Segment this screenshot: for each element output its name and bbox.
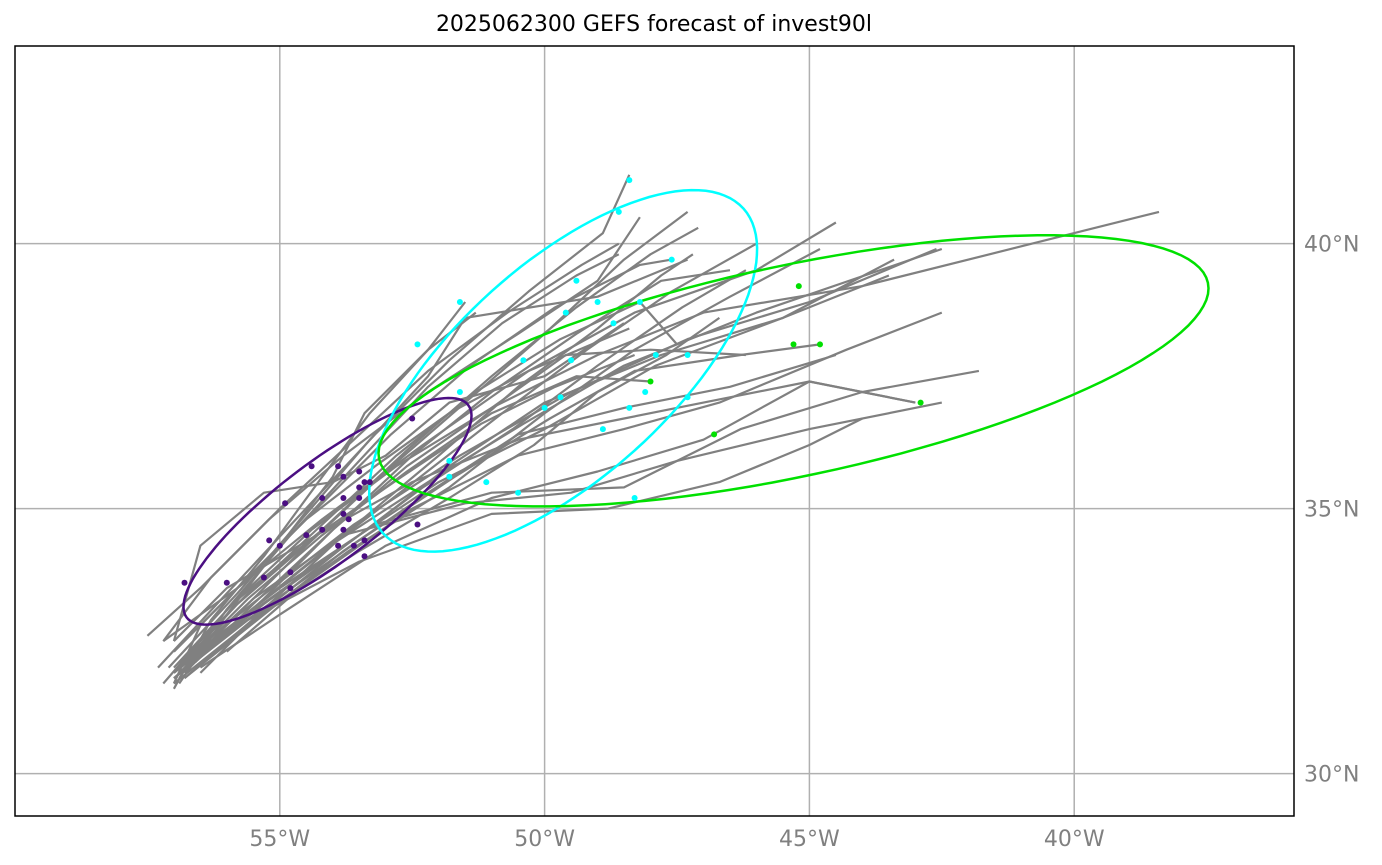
ensemble-track (178, 247, 943, 669)
day2-point (652, 352, 659, 358)
day3-ellipse (377, 234, 1210, 508)
ensemble-track (173, 380, 916, 642)
ensemble-track (183, 353, 837, 680)
ensemble-track (189, 369, 980, 658)
day2-point (515, 489, 522, 496)
day2-point (615, 208, 622, 215)
day1-point (361, 537, 368, 544)
day1-point (409, 415, 416, 422)
day1-point (356, 495, 363, 501)
day2-point (631, 495, 638, 501)
day1-point (287, 569, 294, 576)
day2-point (483, 479, 490, 486)
figure-title: 2025062300 GEFS forecast of invest90l (435, 12, 873, 37)
day2-point (599, 426, 606, 433)
day1-point (276, 542, 283, 549)
day2-point (626, 404, 633, 411)
tick-labels: 55°W 50°W 45°W 40°W 40°N 35°N 30°N (249, 233, 1359, 852)
ensemble-track (183, 300, 678, 658)
lat-tick-label: 35°N (1304, 498, 1359, 523)
day1-point (260, 574, 267, 581)
ensemble-track (178, 311, 477, 685)
day1-point (308, 463, 315, 470)
forecast-points (181, 177, 924, 592)
day3-point (711, 431, 718, 438)
ensemble-track (172, 327, 630, 684)
ensemble-track (178, 401, 943, 669)
day2-point (684, 352, 691, 358)
day1-point (356, 468, 363, 475)
day1-point (340, 526, 347, 533)
lon-tick-label: 55°W (249, 827, 310, 852)
day1-point (319, 495, 326, 501)
day2-point (668, 256, 675, 263)
ensemble-track (167, 258, 689, 669)
day1-point (356, 484, 363, 491)
day2-point (541, 404, 548, 411)
plot-area (146, 174, 1210, 690)
day1-point (340, 473, 347, 480)
day1-point (340, 510, 347, 517)
day3-point (917, 399, 924, 406)
day2-point (456, 299, 463, 305)
ensemble-track (173, 258, 895, 674)
day1-point (181, 579, 188, 586)
day2-point (557, 394, 564, 401)
day1-point (319, 526, 326, 533)
day2-point (594, 299, 601, 305)
day2-point (456, 389, 463, 395)
lat-tick-label: 40°N (1304, 233, 1359, 258)
lon-tick-label: 40°W (1044, 827, 1105, 852)
lon-tick-label: 45°W (779, 827, 840, 852)
day1-point (350, 542, 357, 549)
day1-point (303, 532, 310, 539)
day2-point (446, 473, 453, 480)
day1-point (282, 500, 289, 507)
ensemble-tracks (146, 174, 1160, 690)
gridlines (15, 46, 1294, 816)
day2-point (684, 394, 691, 401)
lon-tick-label: 50°W (514, 827, 575, 852)
day1-point (414, 521, 421, 528)
day1-point (335, 463, 342, 470)
day3-point (790, 341, 797, 348)
day2-point (642, 389, 649, 395)
ensemble-track (178, 253, 620, 679)
ensemble-track (146, 216, 641, 637)
day1-point (345, 516, 352, 523)
uncertainty-ellipses (182, 188, 1210, 626)
ensemble-track (183, 269, 731, 674)
lat-tick-label: 30°N (1304, 763, 1359, 788)
day1-point (361, 479, 368, 486)
day2-point (568, 357, 575, 364)
day1-point (335, 542, 342, 549)
day1-point (223, 579, 230, 586)
map-frame (14, 45, 1295, 817)
ensemble-track (194, 316, 721, 669)
day3-point (795, 283, 802, 290)
ensemble-track (178, 375, 651, 669)
day1-point (361, 553, 368, 560)
ensemble-track (178, 247, 937, 664)
day2-ellipse (367, 188, 759, 553)
day2-point (446, 457, 453, 464)
ensemble-track (199, 380, 916, 669)
day3-point (817, 341, 823, 348)
day1-point (366, 479, 373, 486)
day2-point (520, 357, 527, 364)
ensemble-track (162, 242, 620, 642)
day3-point (647, 378, 654, 385)
day1-point (287, 585, 294, 592)
day2-point (610, 320, 617, 327)
day2-point (636, 299, 643, 305)
ensemble-track (194, 348, 746, 664)
day1-point (340, 495, 347, 501)
day2-point (414, 341, 421, 348)
day2-point (626, 177, 633, 184)
day1-point (266, 537, 273, 544)
day2-point (573, 277, 580, 284)
day2-point (562, 309, 569, 316)
